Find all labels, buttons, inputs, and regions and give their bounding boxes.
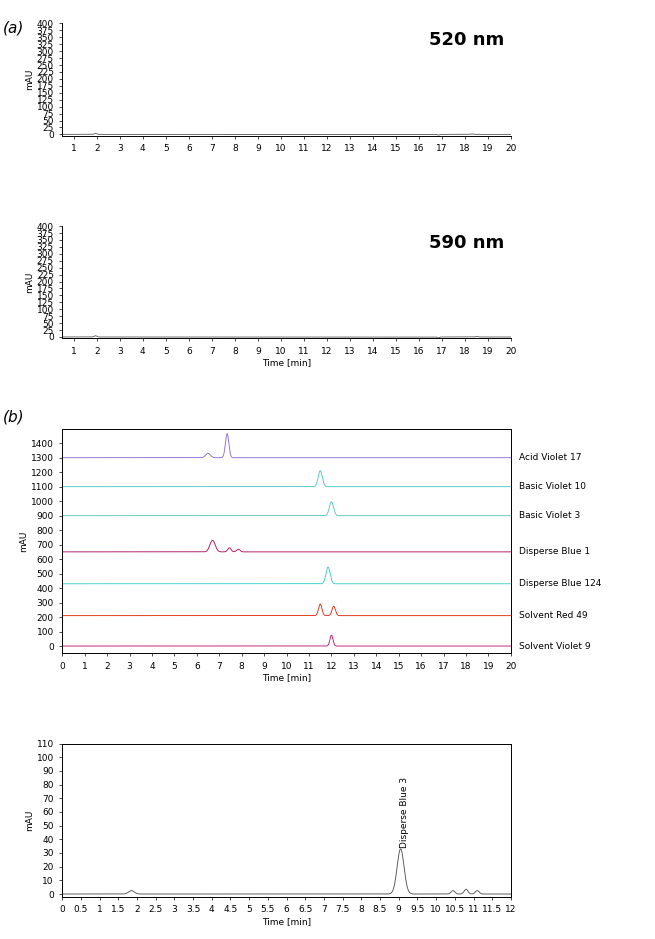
X-axis label: Time [min]: Time [min] xyxy=(262,673,311,683)
Text: Solvent Violet 9: Solvent Violet 9 xyxy=(519,641,590,651)
X-axis label: Time [min]: Time [min] xyxy=(262,916,311,926)
Text: Disperse Blue 1: Disperse Blue 1 xyxy=(519,547,590,557)
Text: Basic Violet 10: Basic Violet 10 xyxy=(519,482,586,491)
Text: Disperse Blue 3: Disperse Blue 3 xyxy=(400,777,409,848)
Text: (a): (a) xyxy=(3,21,25,36)
Y-axis label: mAU: mAU xyxy=(25,271,34,293)
Text: Disperse Blue 124: Disperse Blue 124 xyxy=(519,579,601,588)
Text: 590 nm: 590 nm xyxy=(429,234,504,252)
Text: Acid Violet 17: Acid Violet 17 xyxy=(519,454,581,462)
X-axis label: Time [min]: Time [min] xyxy=(262,359,311,367)
Y-axis label: mAU: mAU xyxy=(25,809,34,831)
Text: Basic Violet 3: Basic Violet 3 xyxy=(519,511,580,520)
Y-axis label: mAU: mAU xyxy=(19,531,28,552)
Y-axis label: mAU: mAU xyxy=(25,69,34,90)
Text: Solvent Red 49: Solvent Red 49 xyxy=(519,611,588,620)
Text: 520 nm: 520 nm xyxy=(429,31,504,50)
Text: (b): (b) xyxy=(3,409,25,424)
